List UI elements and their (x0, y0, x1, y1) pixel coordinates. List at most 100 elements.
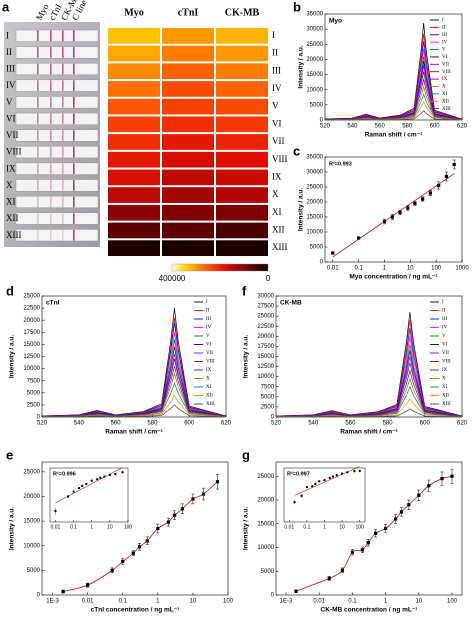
strip-band (50, 113, 52, 125)
data-point (86, 583, 90, 587)
heat-cell (216, 45, 268, 62)
heat-cell (216, 81, 268, 97)
column-header: CK-MB (225, 7, 260, 18)
legend-label: VII (442, 351, 449, 356)
row-label: VIII (272, 154, 288, 164)
inset-fit-line (294, 466, 360, 496)
inset-point (121, 471, 124, 474)
strip-band (73, 163, 75, 175)
legend-label: VI (206, 343, 212, 348)
heat-cell (108, 63, 160, 80)
y-tick-label: 27500 (257, 304, 274, 310)
data-point (180, 507, 184, 511)
y-tick-label: 10000 (23, 543, 40, 549)
heat-cell (162, 45, 214, 62)
legend-label: V (206, 334, 210, 339)
y-tick-label: 15000 (257, 354, 274, 360)
spectrum-line (41, 354, 227, 417)
x-tick-label: 560 (375, 124, 386, 130)
y-tick-label: 10000 (23, 366, 40, 372)
panel-label: d (6, 283, 14, 298)
strip-band (73, 96, 75, 108)
inset-x-tick-label: 0.1 (70, 524, 77, 530)
spectrum-line (275, 385, 463, 418)
strip-band (73, 30, 75, 42)
strip-band (62, 163, 64, 175)
legend-label: III (206, 317, 211, 322)
inset-point (96, 478, 99, 481)
data-point (444, 174, 449, 179)
strip-row-label: VIII (6, 147, 22, 157)
plot-frame (275, 461, 463, 596)
legend-label: XIII (442, 107, 451, 112)
x-tick-label: 0.01 (82, 599, 94, 605)
heat-cell (162, 151, 214, 168)
x-tick-label: 600 (184, 421, 195, 427)
data-point (427, 484, 431, 488)
spectrum-line (41, 372, 227, 417)
spectrum-line (41, 308, 227, 417)
inset-x-tick-label: 10 (107, 524, 113, 530)
spectrum-line (41, 358, 227, 417)
inset-point (353, 470, 356, 473)
y-tick-label: 25000 (23, 469, 40, 475)
plot-title: CK-MB (280, 300, 302, 307)
inset-x-tick-label: 10 (339, 524, 345, 530)
y-tick-label: 20000 (257, 334, 274, 340)
inset-point (293, 501, 296, 504)
spectrum-line (41, 322, 227, 417)
legend-label: I (442, 18, 444, 23)
x-tick-label: 540 (347, 124, 358, 130)
strip-band (73, 213, 75, 224)
y-axis-label: Intensity / a.u. (298, 45, 305, 89)
test-strip (15, 29, 99, 42)
strip-band (50, 196, 52, 208)
plot-title: Myo (329, 18, 342, 25)
x-tick-label: 10 (415, 599, 422, 605)
inset-point (346, 471, 349, 474)
y-axis-label: Intensity / a.u. (298, 188, 305, 232)
y-tick-label: 15000 (23, 342, 40, 348)
inset-point (108, 473, 111, 476)
inset-r-squared: R²=0.996 (53, 470, 76, 477)
strip-band (73, 130, 75, 141)
strip-band (50, 80, 52, 91)
heat-cell (162, 187, 214, 203)
row-label: XII (272, 225, 285, 235)
data-point (350, 550, 354, 554)
heat-cell (216, 98, 268, 115)
spectrum-line (275, 377, 463, 417)
heat-cell (216, 222, 268, 239)
y-tick-label: 25000 (23, 294, 40, 300)
x-tick-label: 520 (271, 421, 282, 427)
x-tick-label: 620 (457, 421, 468, 427)
inset-point (114, 473, 117, 476)
x-tick-label: 560 (345, 421, 356, 427)
y-tick-label: 0 (320, 118, 324, 124)
strip-band (37, 113, 39, 125)
x-tick-label: 1E-3 (46, 599, 59, 605)
data-point (374, 531, 378, 535)
inset-point (328, 476, 331, 479)
inset-point (335, 474, 338, 477)
legend-label: X (442, 377, 446, 382)
test-strip (15, 229, 99, 242)
data-point (166, 520, 170, 524)
legend-label: XIII (206, 402, 215, 407)
strip-row-label: VI (6, 113, 16, 123)
test-strip (15, 112, 99, 125)
legend-label: XI (442, 92, 448, 97)
strip-row-label: II (6, 47, 12, 57)
x-tick-label: 10 (190, 599, 197, 605)
strip-band (37, 196, 39, 208)
strip-band (73, 146, 75, 158)
strip-band (37, 96, 39, 108)
strip-band (50, 63, 52, 75)
row-label: IV (272, 83, 282, 93)
heat-cell (162, 240, 214, 256)
heat-cell (108, 169, 160, 186)
y-tick-label: 15000 (306, 72, 323, 78)
inset-point (305, 486, 308, 489)
heat-cell (162, 63, 214, 80)
y-tick-label: 20000 (257, 498, 274, 504)
